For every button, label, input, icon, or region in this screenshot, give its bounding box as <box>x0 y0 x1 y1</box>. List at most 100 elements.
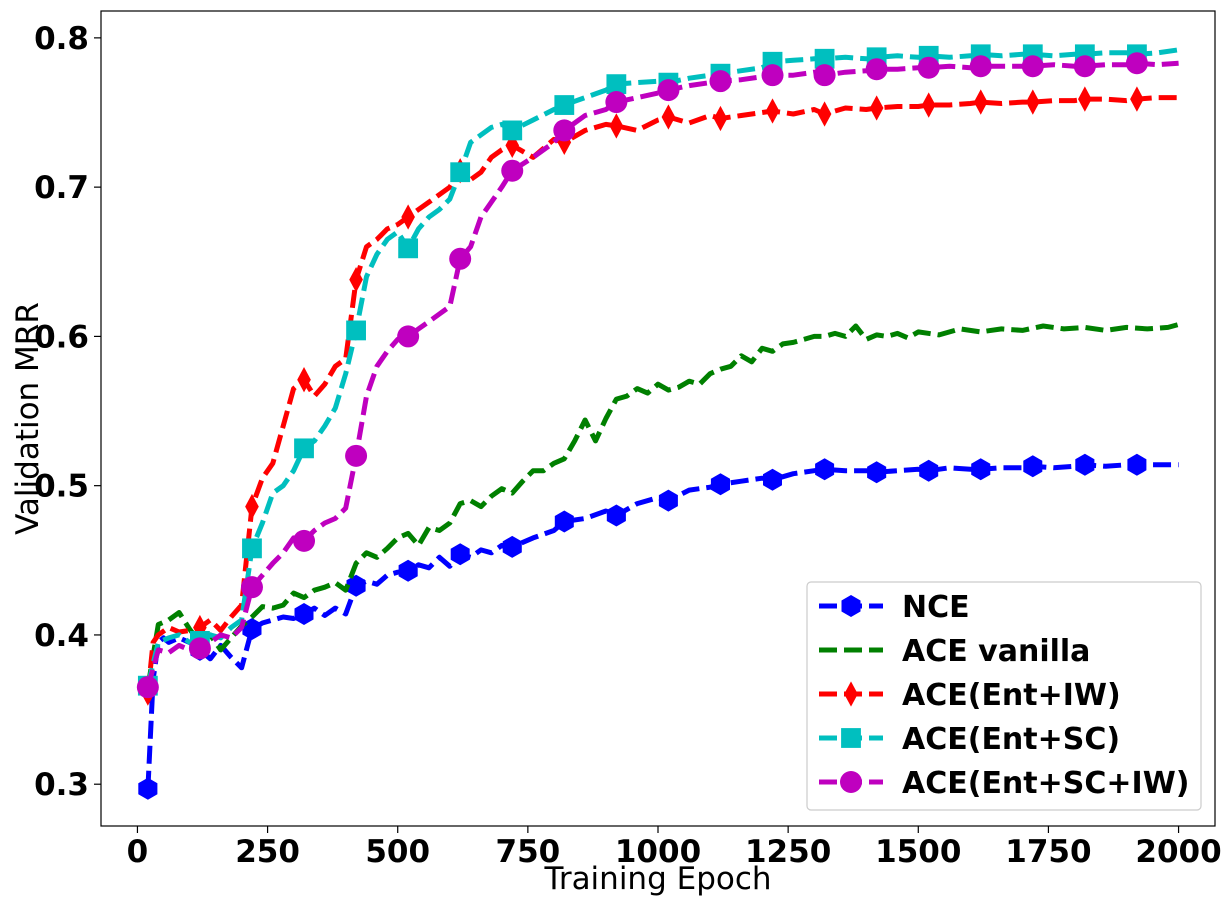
data-point-marker <box>709 70 732 93</box>
data-point-marker <box>867 461 887 484</box>
data-point-marker <box>921 92 936 118</box>
x-tick-label: 1500 <box>875 834 961 870</box>
data-point-marker <box>971 458 991 481</box>
y-tick-label: 0.4 <box>34 618 89 654</box>
legend-marker-3 <box>844 681 858 707</box>
data-point-marker <box>294 438 314 459</box>
data-point-marker <box>188 637 211 660</box>
data-point-marker <box>606 74 627 95</box>
data-point-marker <box>138 777 158 800</box>
data-point-marker <box>449 247 472 270</box>
x-tick-label: 500 <box>365 834 430 870</box>
legend-label-4: ACE(Ent+SC) <box>902 722 1120 757</box>
data-point-marker <box>765 98 780 124</box>
data-point-marker <box>865 58 888 81</box>
data-point-marker <box>502 120 523 141</box>
series-layer <box>136 44 1180 800</box>
data-point-marker <box>346 320 366 341</box>
data-point-marker <box>398 559 418 582</box>
legend-label-5: ACE(Ent+SC+IW) <box>902 766 1190 801</box>
series-line <box>145 95 1179 694</box>
series-line <box>145 322 1180 688</box>
data-point-marker <box>554 510 574 533</box>
legend-label-3: ACE(Ent+IW) <box>902 678 1121 713</box>
data-point-marker <box>401 204 415 230</box>
axes-layer: 0 250 500 750 1000 1250 1500 1750 2000 0.3 0.4 0.5 0… <box>34 21 1222 870</box>
y-axis-label: Validation MRR <box>10 302 46 535</box>
data-point-marker <box>294 603 314 625</box>
data-point-marker <box>450 543 470 566</box>
legend-marker-1 <box>841 595 861 617</box>
y-tick-label: 0.3 <box>34 767 89 803</box>
y-tick-label: 0.8 <box>34 21 89 57</box>
y-tick-label: 0.7 <box>34 170 89 206</box>
legend-label-1: NCE <box>902 590 970 625</box>
data-point-marker <box>398 238 419 259</box>
legend-label-2: ACE vanilla <box>902 634 1090 669</box>
data-point-marker <box>869 95 884 121</box>
y-tick-label: 0.5 <box>34 469 89 505</box>
data-point-marker <box>297 367 311 393</box>
data-point-marker <box>346 574 366 597</box>
x-tick-label: 750 <box>496 834 561 870</box>
data-point-marker <box>609 113 624 139</box>
series-line <box>145 47 1179 687</box>
data-point-marker <box>501 159 524 182</box>
data-point-marker <box>1021 55 1044 78</box>
x-tick-label: 250 <box>235 834 300 870</box>
data-point-marker <box>1125 52 1148 75</box>
data-point-marker <box>345 444 368 467</box>
data-point-marker <box>242 538 262 559</box>
data-point-marker <box>553 119 576 142</box>
series-line <box>145 60 1179 688</box>
data-point-marker <box>1078 86 1092 112</box>
data-point-marker <box>658 489 678 512</box>
legend: NCE ACE vanilla ACE(Ent+IW) ACE(Ent+SC) ACE(… <box>806 581 1202 811</box>
data-point-marker <box>969 55 992 78</box>
data-point-marker <box>1130 86 1144 112</box>
data-point-marker <box>710 473 730 496</box>
data-point-marker <box>815 458 835 481</box>
data-point-marker <box>293 529 316 552</box>
legend-marker-4 <box>841 728 861 748</box>
data-point-marker <box>814 48 835 69</box>
legend-box <box>806 581 1202 811</box>
data-point-marker <box>657 79 680 102</box>
data-point-marker <box>813 64 836 87</box>
data-point-marker <box>240 576 263 599</box>
x-tick-label: 0 <box>127 834 149 870</box>
data-point-marker <box>763 468 782 491</box>
series-2 <box>145 322 1180 688</box>
legend-marker-5 <box>840 771 862 793</box>
y-tick-label: 0.6 <box>34 319 89 355</box>
data-point-marker <box>919 459 939 482</box>
data-point-marker <box>136 676 159 699</box>
data-point-marker <box>605 91 628 114</box>
x-tick-label: 1750 <box>1005 834 1091 870</box>
data-point-marker <box>1073 55 1096 78</box>
data-point-marker <box>245 493 259 520</box>
data-point-marker <box>502 535 522 558</box>
data-point-marker <box>397 325 420 348</box>
data-point-marker <box>817 101 832 127</box>
data-point-marker <box>917 56 940 79</box>
data-point-marker <box>450 162 471 183</box>
data-point-marker <box>713 105 728 132</box>
series-5 <box>136 52 1179 699</box>
data-point-marker <box>606 504 626 527</box>
data-point-marker <box>973 89 988 115</box>
series-1 <box>138 453 1179 800</box>
data-point-marker <box>661 104 676 130</box>
data-point-marker <box>1023 455 1043 478</box>
x-tick-label: 1000 <box>615 834 701 870</box>
data-point-marker <box>554 95 575 115</box>
data-point-marker <box>557 129 572 156</box>
data-point-marker <box>349 267 363 293</box>
x-tick-label: 2000 <box>1135 834 1221 870</box>
data-point-marker <box>1127 453 1147 476</box>
x-tick-label: 1250 <box>745 834 831 870</box>
data-point-marker <box>1075 453 1095 476</box>
data-point-marker <box>1025 89 1040 115</box>
x-axis-label: Training Epoch <box>543 861 771 897</box>
